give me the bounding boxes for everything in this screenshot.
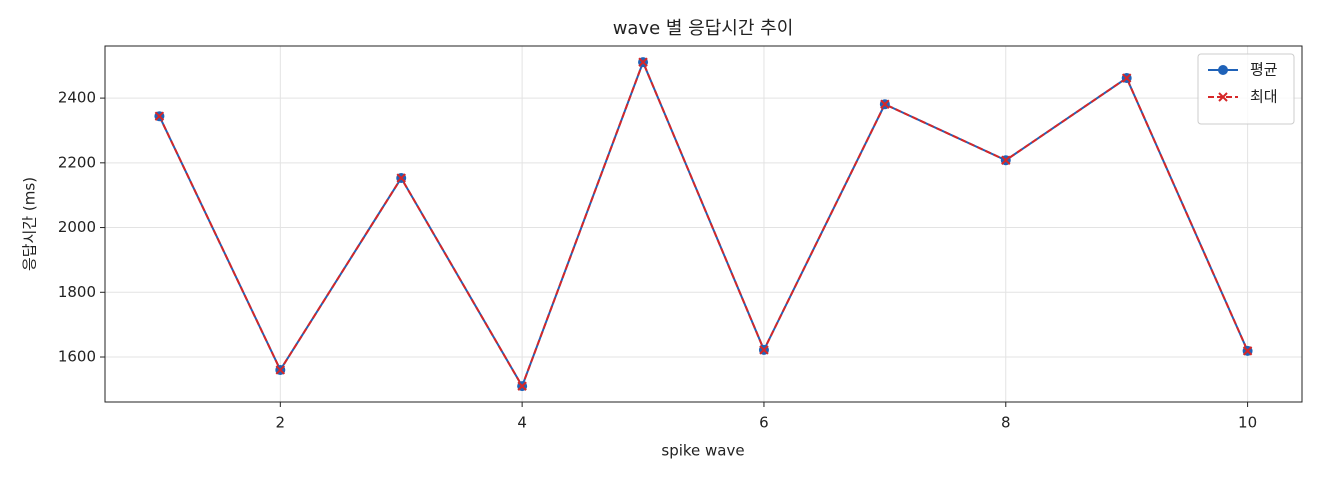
marker [638, 57, 648, 67]
marker [1001, 155, 1011, 165]
y-tick-label: 2400 [58, 89, 96, 107]
legend-box [1197, 53, 1295, 125]
marker [396, 173, 406, 183]
legend-marker [1218, 65, 1228, 75]
marker [880, 99, 890, 109]
y-tick-label: 2200 [58, 153, 96, 171]
y-tick-label: 1600 [58, 348, 96, 366]
chart-title: wave 별 응답시간 추이 [613, 18, 794, 39]
x-tick-label: 8 [1001, 414, 1011, 432]
y-tick-label: 1800 [58, 283, 96, 301]
marker [759, 345, 769, 355]
x-tick-label: 4 [517, 414, 527, 432]
series-line [158, 59, 1249, 389]
series-line [158, 59, 1249, 389]
y-tick-label: 2000 [58, 218, 96, 236]
marker [1242, 346, 1253, 356]
marker [517, 381, 527, 391]
x-tick-label: 6 [759, 414, 769, 432]
legend-marker [1218, 92, 1228, 102]
legend-label: 최대 [1250, 88, 1278, 106]
legend-label: 평균 [1250, 61, 1278, 79]
plot-frame [104, 45, 1303, 403]
marker [154, 111, 165, 121]
y-axis-label: 응답시간 (ms) [21, 177, 39, 271]
x-tick-label: 10 [1238, 414, 1257, 432]
marker [1121, 73, 1132, 83]
x-tick-label: 2 [276, 414, 286, 432]
marker [275, 365, 286, 375]
x-axis-label: spike wave [661, 442, 744, 460]
